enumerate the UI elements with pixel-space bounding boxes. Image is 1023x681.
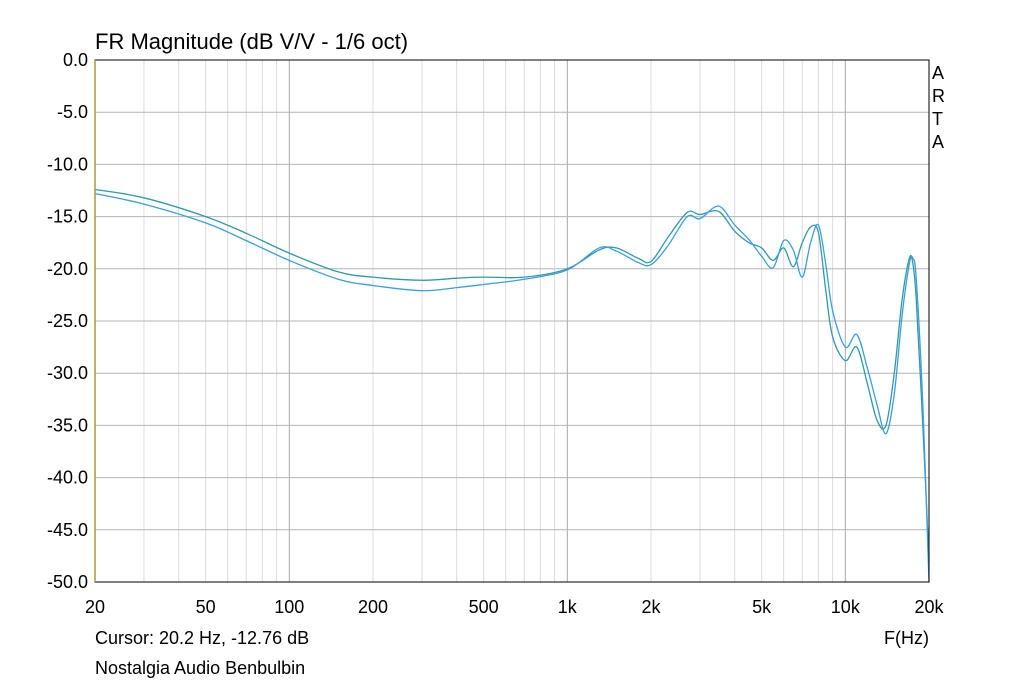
- y-tick-label: -10.0: [47, 154, 88, 174]
- x-tick-label: 50: [196, 597, 216, 617]
- y-tick-label: -15.0: [47, 207, 88, 227]
- side-label-letter: T: [932, 109, 943, 129]
- x-tick-label: 20k: [914, 597, 944, 617]
- grid: [94, 59, 930, 583]
- x-tick-label: 500: [469, 597, 499, 617]
- cursor-readout: Cursor: 20.2 Hz, -12.76 dB: [95, 628, 309, 648]
- y-tick-label: 0.0: [63, 50, 88, 70]
- x-tick-label: 1k: [558, 597, 578, 617]
- x-tick-label: 100: [274, 597, 304, 617]
- y-tick-label: -20.0: [47, 259, 88, 279]
- y-tick-label: -5.0: [57, 102, 88, 122]
- y-tick-label: -25.0: [47, 311, 88, 331]
- x-tick-label: 10k: [831, 597, 861, 617]
- x-axis-label: F(Hz): [884, 628, 929, 648]
- y-tick-label: -35.0: [47, 415, 88, 435]
- x-tick-label: 5k: [752, 597, 772, 617]
- series-line-2: [94, 192, 930, 583]
- y-axis-ticks: 0.0 -5.0 -10.0 -15.0 -20.0 -25.0 -30.0 -35.0 -40…: [47, 50, 88, 592]
- y-tick-label: -40.0: [47, 468, 88, 488]
- product-name: Nostalgia Audio Benbulbin: [95, 658, 305, 678]
- series-line-1: [94, 188, 930, 562]
- x-axis-ticks: 20 50 100 200 500 1k 2k 5k 10k 20k: [85, 597, 945, 617]
- plot-series: [94, 188, 930, 583]
- x-tick-label: 200: [358, 597, 388, 617]
- y-tick-label: -50.0: [47, 572, 88, 592]
- side-label-letter: R: [932, 86, 945, 106]
- y-tick-label: -30.0: [47, 363, 88, 383]
- x-tick-label: 20: [85, 597, 105, 617]
- chart-title: FR Magnitude (dB V/V - 1/6 oct): [95, 29, 408, 54]
- y-tick-label: -45.0: [47, 520, 88, 540]
- side-label-letter: A: [932, 63, 944, 83]
- side-label-letter: A: [932, 132, 944, 152]
- x-tick-label: 2k: [641, 597, 661, 617]
